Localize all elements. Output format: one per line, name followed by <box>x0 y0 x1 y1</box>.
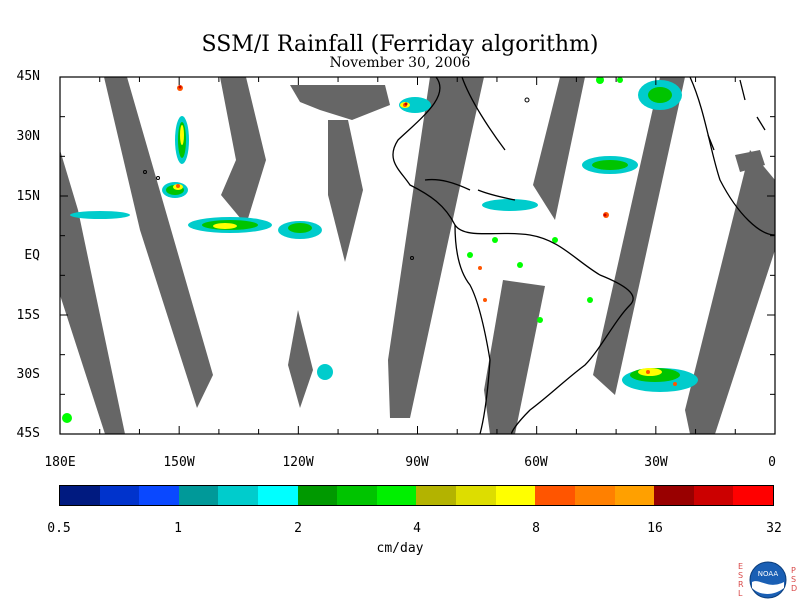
axis-ticks <box>59 76 776 435</box>
colorbar-swatch <box>178 486 219 505</box>
colorbar-tick-label: 1 <box>174 521 182 536</box>
lon-label: 60W <box>524 455 548 470</box>
lat-label: 15N <box>16 189 40 204</box>
colorbar-tick-label: 4 <box>413 521 421 536</box>
lon-label: 120W <box>282 455 314 470</box>
colorbar-swatch <box>337 486 377 505</box>
logo-letter: S <box>738 571 744 580</box>
colorbar-swatch <box>693 486 734 505</box>
rainfall-patches <box>62 77 698 423</box>
colorbar-swatch <box>297 486 338 505</box>
lat-label: 45S <box>16 426 40 441</box>
colorbar-tick-label: 16 <box>647 521 663 536</box>
logo-letter: E <box>738 562 744 571</box>
no-data-swaths <box>60 77 775 434</box>
logo-letter: L <box>738 589 743 598</box>
colorbar <box>59 485 774 506</box>
lat-label: 15S <box>16 308 40 323</box>
colorbar-swatch <box>139 486 179 505</box>
logo-letter: R <box>738 580 744 589</box>
colorbar-swatch <box>60 486 100 505</box>
lon-label: 150W <box>163 455 195 470</box>
colorbar-swatch <box>416 486 457 505</box>
lon-label: 90W <box>405 455 429 470</box>
logo-letter: P <box>791 566 796 575</box>
noaa-emblem-icon: NOAA <box>749 561 787 599</box>
lat-label: 30S <box>16 367 40 382</box>
colorbar-swatch <box>258 486 298 505</box>
noaa-emblem-text: NOAA <box>758 570 779 578</box>
colorbar-swatch <box>614 486 655 505</box>
logo-letter: D <box>791 584 798 593</box>
colorbar-swatch <box>99 486 140 505</box>
colorbar-tick-label: 0.5 <box>47 521 71 536</box>
colorbar-swatch <box>218 486 259 505</box>
colorbar-units: cm/day <box>376 541 424 556</box>
rainfall-map <box>59 76 776 435</box>
colorbar-swatch <box>733 486 773 505</box>
colorbar-tick-label: 2 <box>294 521 302 536</box>
colorbar-swatch <box>654 486 694 505</box>
lat-label: 45N <box>16 69 40 84</box>
map-title: SSM/I Rainfall (Ferriday algorithm) <box>201 32 599 57</box>
colorbar-tick-label: 8 <box>532 521 540 536</box>
lon-label: 30W <box>644 455 668 470</box>
colorbar-swatch <box>495 486 536 505</box>
noaa-esrl-logo: E S R L P S D NOAA <box>736 560 798 600</box>
lon-label: 180E <box>44 455 76 470</box>
colorbar-swatch <box>456 486 496 505</box>
colorbar-swatch <box>535 486 575 505</box>
logo-letter: S <box>791 575 797 584</box>
lon-label: 0 <box>768 455 776 470</box>
colorbar-tick-label: 32 <box>766 521 782 536</box>
colorbar-swatch <box>376 486 417 505</box>
coastlines <box>392 77 775 434</box>
map-date: November 30, 2006 <box>329 55 471 71</box>
map-plot-area <box>60 77 775 434</box>
lat-label: 30N <box>16 129 40 144</box>
lat-label: EQ <box>24 248 40 263</box>
islands <box>143 97 530 260</box>
colorbar-swatch <box>574 486 615 505</box>
